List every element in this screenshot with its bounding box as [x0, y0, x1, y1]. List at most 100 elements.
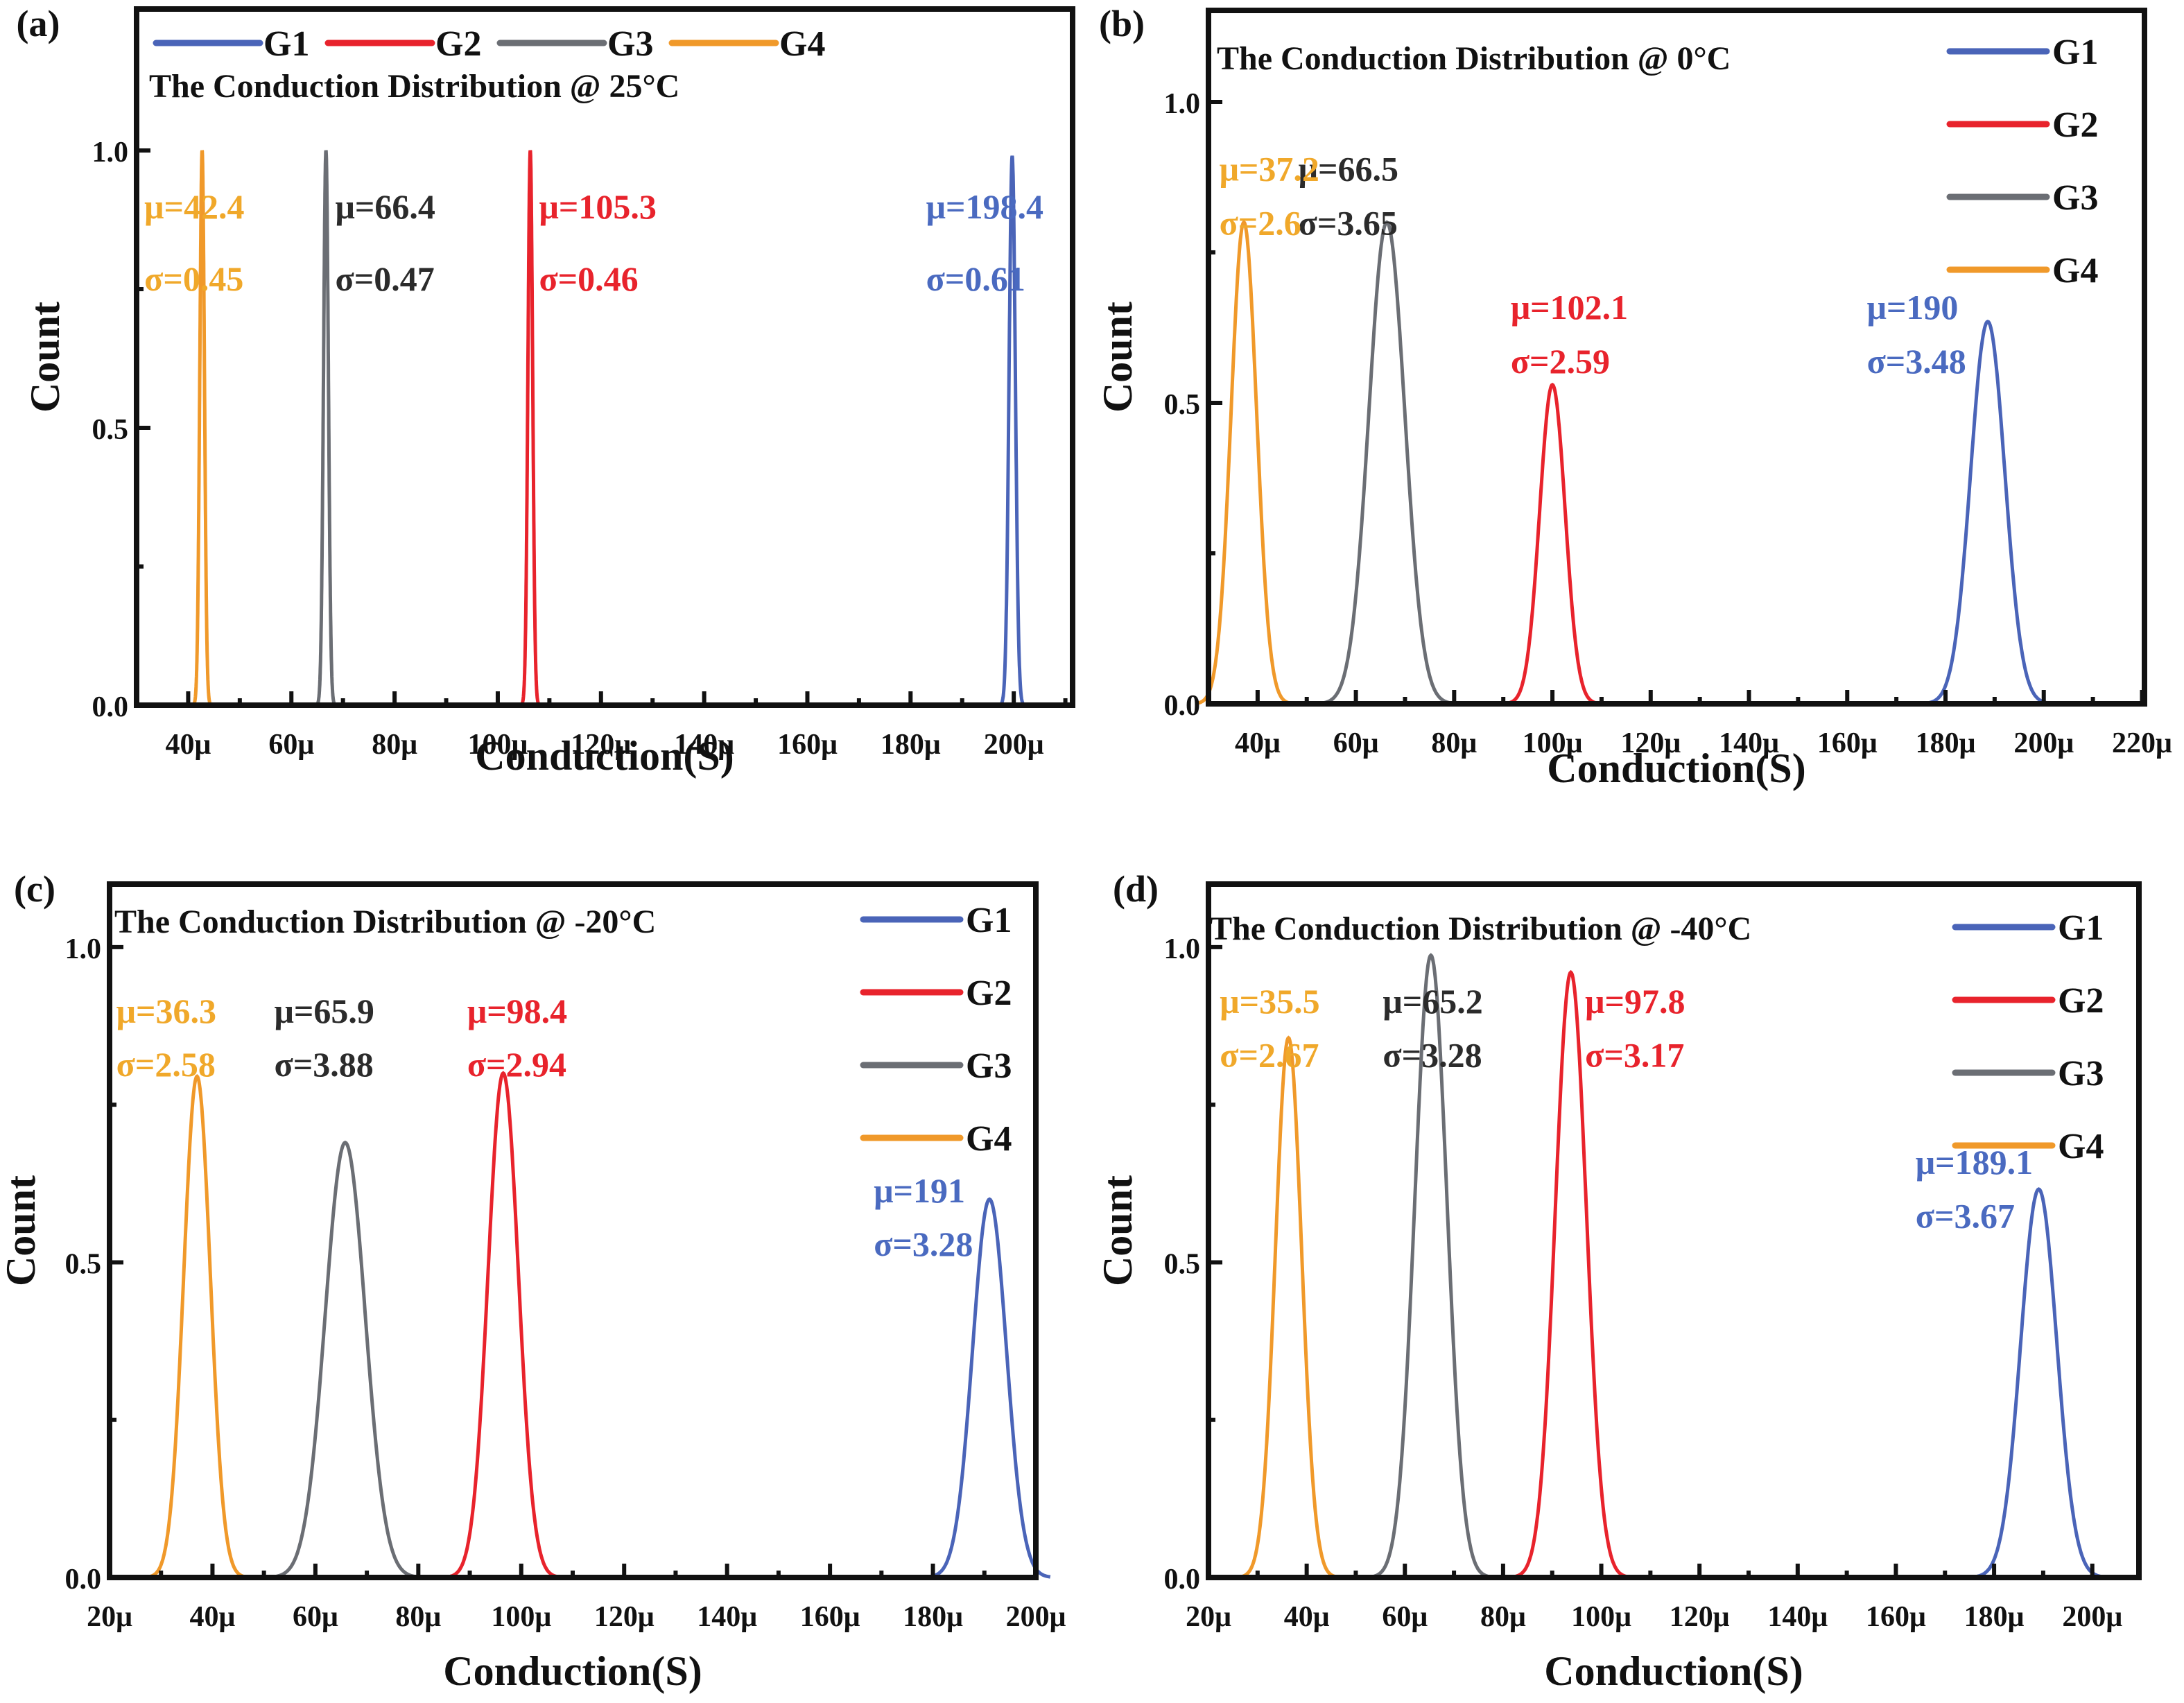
x-tick-label: 200μ — [2013, 727, 2074, 759]
legend-label-g1: G1 — [2058, 908, 2104, 948]
annotation-g2-sigma: σ=3.17 — [1585, 1035, 1684, 1074]
legend-label-g4: G4 — [2058, 1127, 2104, 1166]
annotation-g4-mu: μ=36.3 — [116, 992, 216, 1030]
x-tick-label: 100μ — [1571, 1601, 1631, 1633]
y-tick-label: 0.5 — [65, 1248, 102, 1280]
x-tick-label: 80μ — [372, 729, 417, 761]
y-tick-label: 0.5 — [92, 414, 129, 446]
panel-label: (d) — [1113, 868, 1159, 910]
annotation-g1-sigma: σ=0.61 — [926, 259, 1025, 298]
annotation-g4-sigma: σ=0.45 — [144, 259, 243, 298]
legend-label-g1: G1 — [263, 24, 309, 64]
x-axis-label: Conduction(S) — [475, 733, 734, 779]
y-tick-label: 1.0 — [1164, 88, 1201, 120]
series-line-g2 — [520, 150, 541, 706]
x-tick-label: 40μ — [166, 729, 211, 761]
series-line-g1 — [999, 155, 1025, 706]
x-tick-label: 180μ — [1964, 1601, 2025, 1633]
annotation-g2-mu: μ=97.8 — [1585, 982, 1685, 1021]
x-tick-label: 180μ — [903, 1601, 963, 1633]
chart-title: The Conduction Distribution @ -40°C — [1210, 910, 1751, 947]
legend-label-g3: G3 — [966, 1046, 1012, 1086]
x-tick-label: 100μ — [1523, 727, 1583, 759]
x-tick-label: 60μ — [1382, 1601, 1428, 1633]
x-tick-label: 20μ — [87, 1601, 132, 1633]
x-axis-label: Conduction(S) — [1547, 745, 1805, 791]
series-line-g3 — [1321, 220, 1452, 705]
annotation-g3-mu: μ=65.9 — [275, 992, 374, 1030]
series-line-g4 — [1197, 220, 1290, 705]
legend-label-g3: G3 — [607, 24, 653, 64]
chart-panel-c: (c) 20μ 40μ 60μ 80μ 100μ 120μ 140μ 160μ 180μ 200μ 0… — [0, 868, 1066, 1694]
x-axis-label: Conduction(S) — [1544, 1648, 1803, 1694]
series-line-g2 — [448, 1071, 558, 1579]
chart-title: The Conduction Distribution @ 25°C — [149, 68, 679, 105]
y-axis-label: Count — [1095, 302, 1141, 413]
x-tick-label: 100μ — [491, 1601, 551, 1633]
legend-label-g3: G3 — [2052, 178, 2098, 218]
x-tick-label: 60μ — [293, 1601, 338, 1633]
annotation-g3-mu: μ=65.2 — [1383, 982, 1482, 1021]
panel-label: (c) — [14, 868, 55, 910]
x-tick-label: 40μ — [1284, 1601, 1330, 1633]
x-tick-label: 140μ — [674, 729, 734, 761]
x-tick-label: 200μ — [2062, 1601, 2122, 1633]
annotation-g1-mu: μ=191 — [874, 1171, 965, 1210]
annotation-g2-mu: μ=98.4 — [467, 992, 567, 1030]
series-line-g3 — [273, 1140, 417, 1579]
series-line-g4 — [1240, 1035, 1337, 1579]
series-line-g1 — [1925, 320, 2050, 705]
annotation-g1-mu: μ=189.1 — [1916, 1143, 2033, 1182]
y-axis-label: Count — [22, 302, 68, 413]
legend: G1 G2 G3 G4 — [1946, 33, 2098, 291]
panel-label: (b) — [1099, 3, 1145, 44]
x-tick-label: 120μ — [1620, 727, 1681, 759]
y-axis-label: Count — [1095, 1175, 1141, 1286]
y-axis-label: Count — [0, 1175, 44, 1286]
series-line-g1 — [1973, 1187, 2104, 1579]
legend-label-g2: G2 — [2058, 981, 2104, 1021]
legend-label-g4: G4 — [779, 24, 825, 64]
x-tick-label: 100μ — [468, 729, 528, 761]
annotation-g3-sigma: σ=3.65 — [1299, 204, 1398, 243]
y-tick-label: 0.0 — [1164, 1564, 1201, 1596]
x-tick-label: 160μ — [1817, 727, 1878, 759]
y-tick-label: 0.0 — [1164, 690, 1201, 722]
annotation-g4-mu: μ=37.2 — [1220, 149, 1319, 188]
annotation-g3-mu: μ=66.4 — [336, 187, 435, 226]
series-line-g2 — [1514, 969, 1628, 1579]
y-tick-label: 1.0 — [1164, 933, 1201, 965]
y-tick-label: 0.5 — [1164, 1248, 1201, 1280]
chart-title: The Conduction Distribution @ 0°C — [1217, 40, 1731, 77]
chart-panel-a: (a) 40μ 60μ 80μ 100μ 120μ 140μ 160μ 180μ 200μ 0.0 0… — [17, 3, 1075, 779]
x-tick-label: 180μ — [1916, 727, 1976, 759]
annotation-g3-sigma: σ=3.28 — [1383, 1035, 1482, 1074]
x-tick-label: 220μ — [2112, 727, 2172, 759]
series-line-g4 — [192, 150, 212, 706]
annotation-g2-sigma: σ=0.46 — [539, 259, 638, 298]
x-tick-label: 140μ — [1767, 1601, 1828, 1633]
series-line-g3 — [315, 150, 336, 706]
annotation-g4-mu: μ=42.4 — [144, 187, 244, 226]
x-tick-label: 200μ — [1006, 1601, 1066, 1633]
annotation-g2-mu: μ=102.1 — [1511, 288, 1628, 327]
x-tick-label: 200μ — [984, 729, 1044, 761]
chart-panel-d: (d) 20μ 40μ 60μ 80μ 100μ 120μ 140μ 160μ 180μ 200μ 0… — [1095, 868, 2142, 1694]
annotation-g3-sigma: σ=3.88 — [275, 1045, 374, 1084]
x-axis-label: Conduction(S) — [443, 1648, 702, 1694]
legend-label-g3: G3 — [2058, 1054, 2104, 1093]
series-line-g2 — [1506, 382, 1599, 705]
annotation-g2-sigma: σ=2.59 — [1511, 342, 1610, 381]
x-tick-label: 40μ — [1235, 727, 1281, 759]
axes-frame — [134, 6, 1075, 708]
x-tick-label: 160μ — [777, 729, 838, 761]
legend-label-g2: G2 — [2052, 105, 2098, 145]
y-tick-label: 0.5 — [1164, 389, 1201, 421]
y-tick-label: 0.0 — [92, 691, 129, 723]
x-tick-label: 60μ — [1333, 727, 1379, 759]
chart-panel-b: (b) 40μ 60μ 80μ 100μ 120μ 140μ 160μ 180μ 200μ 220μ… — [1095, 3, 2172, 791]
legend: G1 G2 G3 G4 — [1952, 908, 2104, 1166]
legend-label-g2: G2 — [966, 974, 1012, 1013]
x-tick-label: 80μ — [1480, 1601, 1526, 1633]
annotation-g1-sigma: σ=3.67 — [1916, 1196, 2015, 1235]
